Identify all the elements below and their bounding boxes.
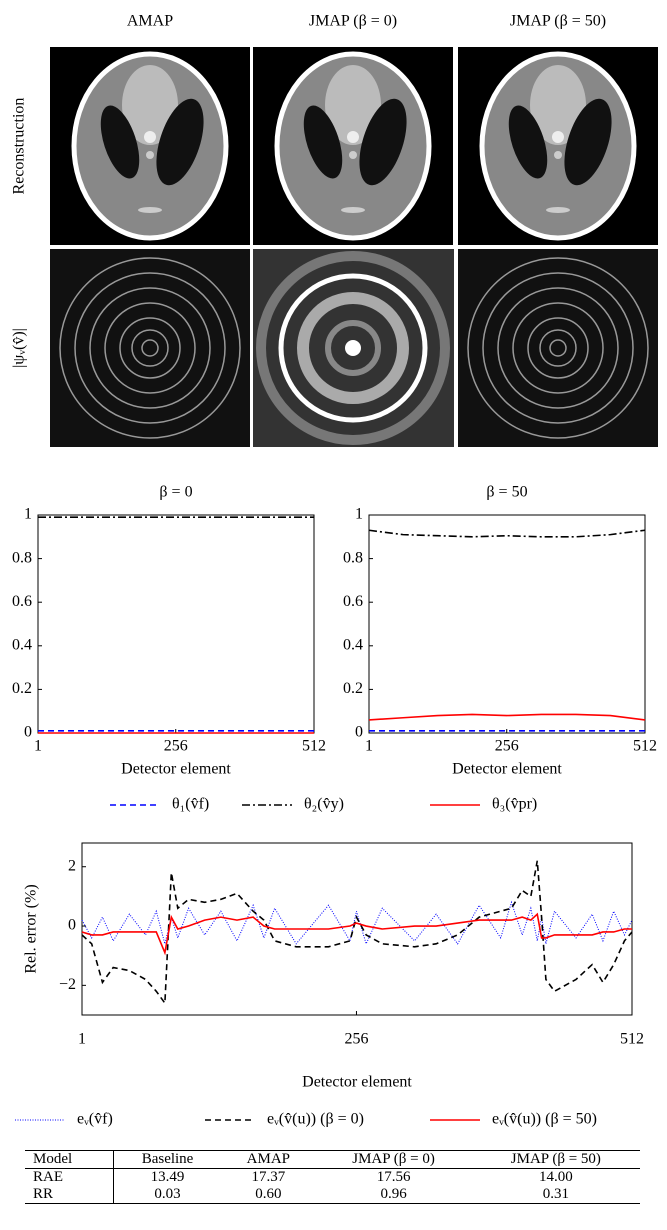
- series-line: [368, 529, 646, 538]
- chart-title: β = 0: [159, 484, 192, 501]
- cell: 0.03: [113, 1186, 222, 1204]
- y-tick-label: 0.8: [343, 549, 363, 566]
- column-title: AMAP: [127, 13, 173, 30]
- y-tick-label: 0.4: [12, 636, 32, 653]
- legend-label: eᵥ(v̂(u)) (β = 0): [267, 1111, 364, 1128]
- results-table: Model Baseline AMAP JMAP (β = 0) JMAP (β = 5…: [25, 1150, 640, 1204]
- y-tick-label: 2: [68, 857, 76, 874]
- y-tick-label: 0.6: [343, 593, 363, 610]
- header-cell: AMAP: [221, 1150, 316, 1169]
- image: [457, 248, 659, 448]
- legend-label: θ₃(v̂pr): [492, 796, 537, 813]
- y-tick-label: 0: [68, 917, 76, 934]
- header-cell: Baseline: [113, 1150, 222, 1169]
- series-line: [81, 912, 632, 956]
- image: [50, 47, 250, 245]
- x-tick-label: 256: [164, 738, 188, 755]
- x-tick-label: 1: [365, 738, 373, 755]
- x-axis-label: Detector element: [302, 1074, 412, 1091]
- series-line: [81, 900, 633, 946]
- series-line: [368, 713, 646, 721]
- cell: RR: [25, 1186, 114, 1204]
- cell: 17.56: [376, 1169, 411, 1185]
- header-cell: JMAP (β = 50): [471, 1150, 640, 1169]
- row-label: |ψᵥ(v̂)|: [11, 328, 28, 368]
- cell: RAE: [25, 1168, 114, 1186]
- image: [253, 249, 454, 447]
- y-tick-label: 0: [24, 724, 32, 741]
- cell: 17.37: [251, 1169, 286, 1185]
- x-tick-label: 512: [302, 738, 326, 755]
- plot-frame: [37, 514, 315, 734]
- legend-label: eᵥ(v̂(u)) (β = 50): [492, 1111, 597, 1128]
- cell: 0.31: [471, 1186, 640, 1204]
- x-tick-label: 512: [620, 1031, 644, 1048]
- plot-frame: [368, 514, 646, 734]
- legend-label: eᵥ(v̂f): [77, 1111, 113, 1128]
- y-tick-label: 0.4: [343, 636, 363, 653]
- y-tick-label: 1: [355, 506, 363, 523]
- y-tick-label: 0.2: [343, 680, 363, 697]
- cell: 14.00: [538, 1169, 573, 1185]
- column-title: JMAP (β = 0): [309, 13, 397, 30]
- image: [458, 47, 658, 245]
- y-tick-label: 1: [24, 506, 32, 523]
- y-tick-label: 0.2: [12, 680, 32, 697]
- y-tick-label: 0.6: [12, 593, 32, 610]
- series-line: [81, 860, 633, 1006]
- x-tick-label: 256: [344, 1031, 368, 1048]
- image: [49, 248, 251, 448]
- y-axis-label: Rel. error (%): [23, 884, 40, 973]
- chart: AMAP JMAP (β = 0) JMAP (β = 50) Reconstr…: [11, 13, 667, 1128]
- image: [253, 47, 453, 245]
- header-cell: Model: [25, 1150, 114, 1169]
- x-axis-label: Detector element: [452, 761, 562, 778]
- y-tick-label: 0.8: [12, 549, 32, 566]
- x-tick-label: 512: [633, 738, 657, 755]
- x-axis-label: Detector element: [121, 761, 231, 778]
- x-tick-label: 1: [78, 1031, 86, 1048]
- x-tick-label: 256: [495, 738, 519, 755]
- cell: 0.60: [221, 1186, 316, 1204]
- legend-label: θ₂(v̂y): [304, 796, 344, 813]
- column-title: JMAP (β = 50): [510, 13, 606, 30]
- cell: 13.49: [150, 1169, 185, 1185]
- x-tick-label: 1: [34, 738, 42, 755]
- row-label: Reconstruction: [11, 98, 28, 195]
- y-tick-label: 0: [355, 724, 363, 741]
- cell: 0.96: [315, 1186, 472, 1204]
- chart-title: β = 50: [486, 484, 527, 501]
- header-cell: JMAP (β = 0): [315, 1150, 472, 1169]
- legend-label: θ₁(v̂f): [172, 796, 209, 813]
- y-tick-label: −2: [59, 976, 76, 993]
